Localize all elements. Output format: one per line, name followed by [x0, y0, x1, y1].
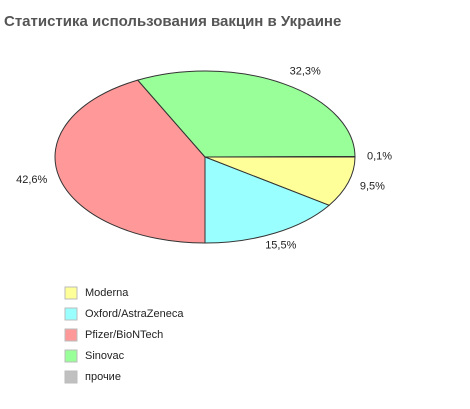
pie-slice [54, 79, 206, 244]
legend-swatch [64, 307, 78, 321]
pie-slice [204, 156, 356, 206]
data-label: 32,3% [290, 66, 321, 78]
data-label: 42,6% [16, 174, 47, 186]
legend-label: Sinovac [85, 350, 125, 362]
legend-label: прочие [85, 371, 121, 383]
data-label: 15,5% [265, 239, 296, 251]
legend-label: Pfizer/BioNTech [85, 329, 163, 341]
legend-swatch [64, 370, 78, 384]
legend-label: Moderna [85, 287, 129, 299]
data-label: 0,1% [367, 151, 392, 163]
pie-slice [136, 70, 356, 158]
legend-swatch [64, 349, 78, 363]
legend-swatch [64, 328, 78, 342]
pie-slice [204, 156, 331, 244]
legend-swatch [64, 286, 78, 300]
chart-title: Статистика использования вакцин в Украин… [4, 13, 341, 30]
data-label: 9,5% [360, 180, 385, 192]
legend-label: Oxford/AstraZeneca [85, 308, 184, 320]
pie-slice [204, 155, 356, 158]
